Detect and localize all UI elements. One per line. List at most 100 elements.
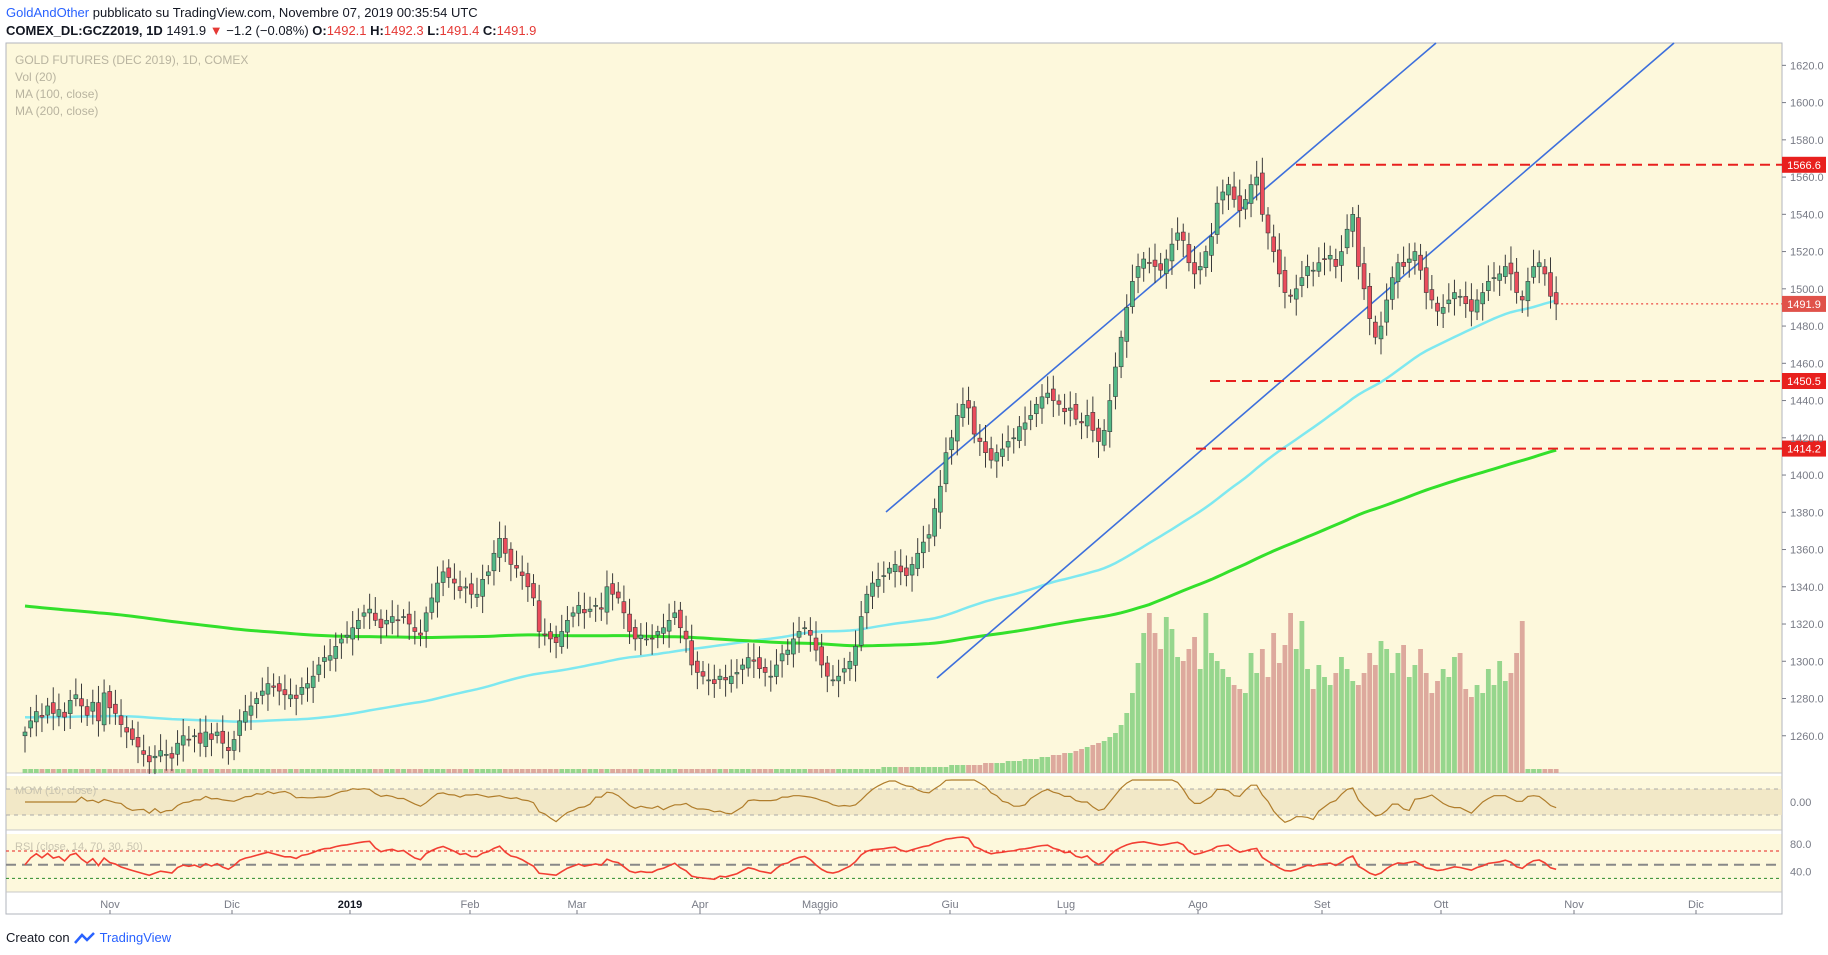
candle <box>446 567 452 578</box>
candle <box>248 705 254 716</box>
candle <box>1237 195 1243 211</box>
candle <box>994 452 1000 462</box>
candle <box>175 742 180 755</box>
volume-bar <box>683 769 689 773</box>
candle <box>180 735 186 746</box>
candle <box>909 564 915 576</box>
volume-bar <box>1231 685 1237 773</box>
y-tick-label: 1300.0 <box>1790 656 1824 668</box>
volume-bar <box>1344 669 1350 773</box>
candle <box>231 739 237 751</box>
volume-bar <box>28 769 34 773</box>
candle <box>322 657 327 662</box>
candle <box>1101 430 1107 446</box>
candle <box>875 579 881 587</box>
volume-bar <box>406 769 412 773</box>
volume-bar <box>237 769 243 773</box>
volume-bar <box>1548 769 1553 773</box>
tradingview-link[interactable]: TradingView <box>99 930 172 945</box>
y-tick-label: 1400.0 <box>1790 470 1824 482</box>
candle <box>988 448 994 461</box>
ohlc-line: COMEX_DL:GCZ2019, 1D 1491.9 ▼ −1.2 (−0.0… <box>6 22 536 40</box>
tradingview-logo-icon <box>73 931 95 944</box>
candle <box>1265 214 1271 234</box>
volume-bar <box>559 769 565 773</box>
volume-bar <box>271 769 276 773</box>
volume-bar <box>785 769 791 773</box>
candle <box>740 664 745 670</box>
volume-bar <box>1310 689 1316 773</box>
volume-bar <box>502 769 508 773</box>
candle <box>615 591 621 599</box>
price-level-label: 1414.2 <box>1787 444 1821 456</box>
volume-bar <box>1418 649 1423 773</box>
volume-bar <box>452 769 457 773</box>
candle <box>745 657 751 669</box>
volume-bar <box>661 769 666 773</box>
candle <box>1079 421 1084 424</box>
volume-bar <box>1401 645 1406 773</box>
created-with-label: Creato con <box>6 930 70 945</box>
candle <box>1384 299 1389 323</box>
candle <box>666 619 672 632</box>
candle <box>604 586 610 613</box>
volume-bar <box>214 769 220 773</box>
volume-bar <box>728 769 734 773</box>
candle <box>220 730 226 744</box>
volume-bar <box>316 769 322 773</box>
candle <box>214 731 220 736</box>
volume-bar <box>1395 653 1401 773</box>
candle <box>655 631 661 636</box>
volume-bar <box>1209 653 1214 773</box>
candle <box>1339 251 1344 266</box>
candle <box>1429 289 1435 301</box>
candle <box>1418 254 1423 271</box>
volume-bar <box>293 769 299 773</box>
volume-bar <box>830 769 836 773</box>
candle <box>406 613 412 625</box>
candle <box>966 400 971 409</box>
candle <box>1209 236 1214 256</box>
volume-bar <box>231 769 237 773</box>
volume-bar <box>1067 753 1073 773</box>
candle <box>412 627 418 632</box>
candle <box>1423 267 1429 293</box>
volume-bar <box>468 769 474 773</box>
candle <box>1260 172 1265 215</box>
candle <box>1548 272 1553 297</box>
volume-bar <box>1469 697 1474 773</box>
volume-bar <box>1146 613 1152 773</box>
volume-bar <box>1124 713 1130 773</box>
volume-bar <box>118 769 124 773</box>
candle <box>1401 261 1406 267</box>
candle <box>1130 281 1135 307</box>
candle <box>1525 281 1531 302</box>
candle <box>1519 296 1525 301</box>
volume-bar <box>378 769 384 773</box>
volume-bar <box>966 765 971 773</box>
candle <box>1073 404 1079 420</box>
author-link[interactable]: GoldAndOther <box>6 5 90 20</box>
volume-bar <box>548 769 553 773</box>
volume-bar <box>762 769 768 773</box>
volume-bar <box>322 769 327 773</box>
candle <box>1406 258 1412 263</box>
x-tick-label: Dic <box>1688 899 1704 911</box>
candle <box>1090 412 1096 431</box>
volume-bar <box>717 769 723 773</box>
candle <box>1310 269 1316 272</box>
volume-bar <box>113 769 118 773</box>
volume-bar <box>1152 633 1158 773</box>
candle <box>531 583 536 599</box>
volume-bar <box>1169 629 1175 773</box>
volume-bar <box>802 769 808 773</box>
volume-bar <box>757 769 762 773</box>
volume-bar <box>841 769 847 773</box>
volume-bar <box>259 769 265 773</box>
candle <box>276 683 282 692</box>
candle <box>107 691 113 709</box>
volume-bar <box>1446 677 1452 773</box>
volume-bar <box>84 769 90 773</box>
candle <box>1180 231 1186 241</box>
